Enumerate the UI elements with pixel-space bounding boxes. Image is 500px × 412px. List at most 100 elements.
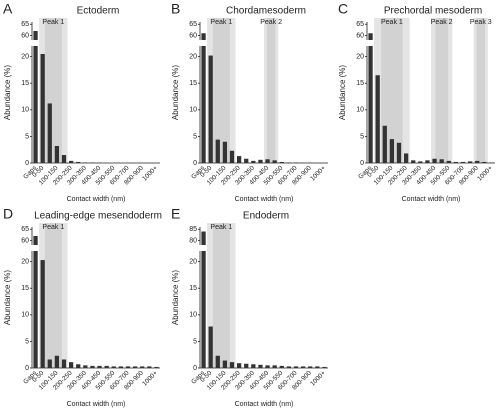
bar [90, 162, 95, 163]
bar [222, 360, 228, 368]
bar [33, 251, 38, 368]
bar [47, 359, 52, 368]
y-tick-label: 20 [189, 258, 197, 265]
x-axis-title: Contact width (nm) [235, 196, 294, 203]
bar-upper [368, 33, 373, 40]
bar-upper [201, 231, 206, 245]
peak-label: Peak 2 [260, 19, 282, 26]
bar [475, 160, 480, 163]
bar [104, 365, 109, 368]
y-tick-label: 60 [21, 237, 29, 244]
y-axis-title: Abundance (%) [338, 65, 347, 120]
bar [251, 160, 256, 163]
bar-upper [201, 33, 206, 40]
bar [201, 251, 206, 368]
y-tick-label: 15 [21, 285, 29, 292]
bar [308, 366, 313, 368]
y-tick-label: 5 [193, 338, 197, 345]
peak-label: Peak 3 [470, 19, 492, 26]
peak-core [476, 18, 486, 163]
peak-core [212, 18, 230, 163]
y-tick-label: 20 [21, 258, 29, 265]
bar [453, 161, 459, 163]
bar [132, 366, 138, 368]
bar [40, 260, 45, 368]
bar [33, 46, 38, 163]
y-tick-label: 0 [193, 365, 197, 372]
y-tick-label: 60 [356, 32, 364, 39]
y-tick-label: 65 [356, 21, 364, 28]
peak-core [212, 223, 230, 368]
panel-title: Ectoderm [77, 6, 120, 17]
y-tick-label: 65 [21, 226, 29, 233]
y-tick-label: 5 [25, 338, 29, 345]
bar [208, 55, 213, 164]
x-axis-title: Contact width (nm) [67, 196, 126, 203]
panel-title: Chordamesoderm [226, 6, 306, 17]
y-tick-label: 10 [21, 312, 29, 319]
bar [418, 161, 423, 163]
peak-label: Peak 2 [431, 19, 453, 26]
panel-letter: E [171, 206, 180, 222]
bar [76, 364, 81, 368]
y-tick-label: 15 [189, 285, 197, 292]
y-tick-label: 65 [189, 21, 197, 28]
y-tick-label: 5 [25, 133, 29, 140]
y-tick-label: 10 [21, 107, 29, 114]
bar [236, 156, 242, 163]
y-tick-label: 10 [356, 107, 364, 114]
panel-letter: A [3, 1, 13, 17]
bar [368, 46, 373, 163]
bar [68, 160, 74, 163]
bar [432, 158, 437, 163]
bar [272, 365, 277, 368]
y-tick-label: 20 [189, 53, 197, 60]
bar [83, 365, 88, 368]
y-tick-label: 60 [21, 32, 29, 39]
bar [396, 142, 402, 163]
x-tick-label: 1000+ [309, 165, 327, 183]
bar [322, 366, 327, 368]
y-tick-label: 85 [189, 226, 197, 233]
bar [244, 363, 249, 368]
bar [54, 145, 60, 163]
peak-label: Peak 1 [210, 19, 232, 26]
y-tick-label: 0 [25, 160, 29, 167]
y-tick-label: 0 [193, 160, 197, 167]
bar [111, 366, 116, 368]
y-tick-label: 10 [189, 312, 197, 319]
bar [258, 159, 263, 163]
x-tick-label: 1000+ [476, 165, 494, 183]
bar [47, 103, 52, 163]
bar-upper [33, 31, 38, 40]
peak-label: Peak 1 [42, 224, 64, 231]
bar [215, 355, 220, 368]
bar [90, 365, 95, 368]
panel-letter: D [3, 206, 13, 222]
peak-core [44, 18, 62, 163]
y-tick-label: 5 [193, 133, 197, 140]
panel-letter: C [338, 1, 348, 17]
y-tick-label: 5 [360, 133, 364, 140]
bar [140, 366, 145, 368]
bar [460, 161, 466, 163]
bar [425, 160, 430, 163]
x-axis-title: Contact width (nm) [402, 196, 461, 203]
bar [293, 162, 299, 163]
y-axis-title: Abundance (%) [3, 65, 12, 120]
bar [40, 53, 45, 163]
bar [265, 159, 270, 163]
bar [61, 359, 67, 368]
bar [265, 365, 270, 368]
bar [229, 362, 235, 368]
x-tick-label: 1000+ [141, 370, 159, 388]
bar [54, 355, 60, 368]
bar [279, 365, 284, 368]
bar [467, 161, 473, 163]
bar [403, 153, 409, 163]
bar [83, 162, 88, 163]
peak-core [266, 18, 276, 163]
y-tick-label: 80 [189, 237, 197, 244]
bar [411, 160, 416, 163]
